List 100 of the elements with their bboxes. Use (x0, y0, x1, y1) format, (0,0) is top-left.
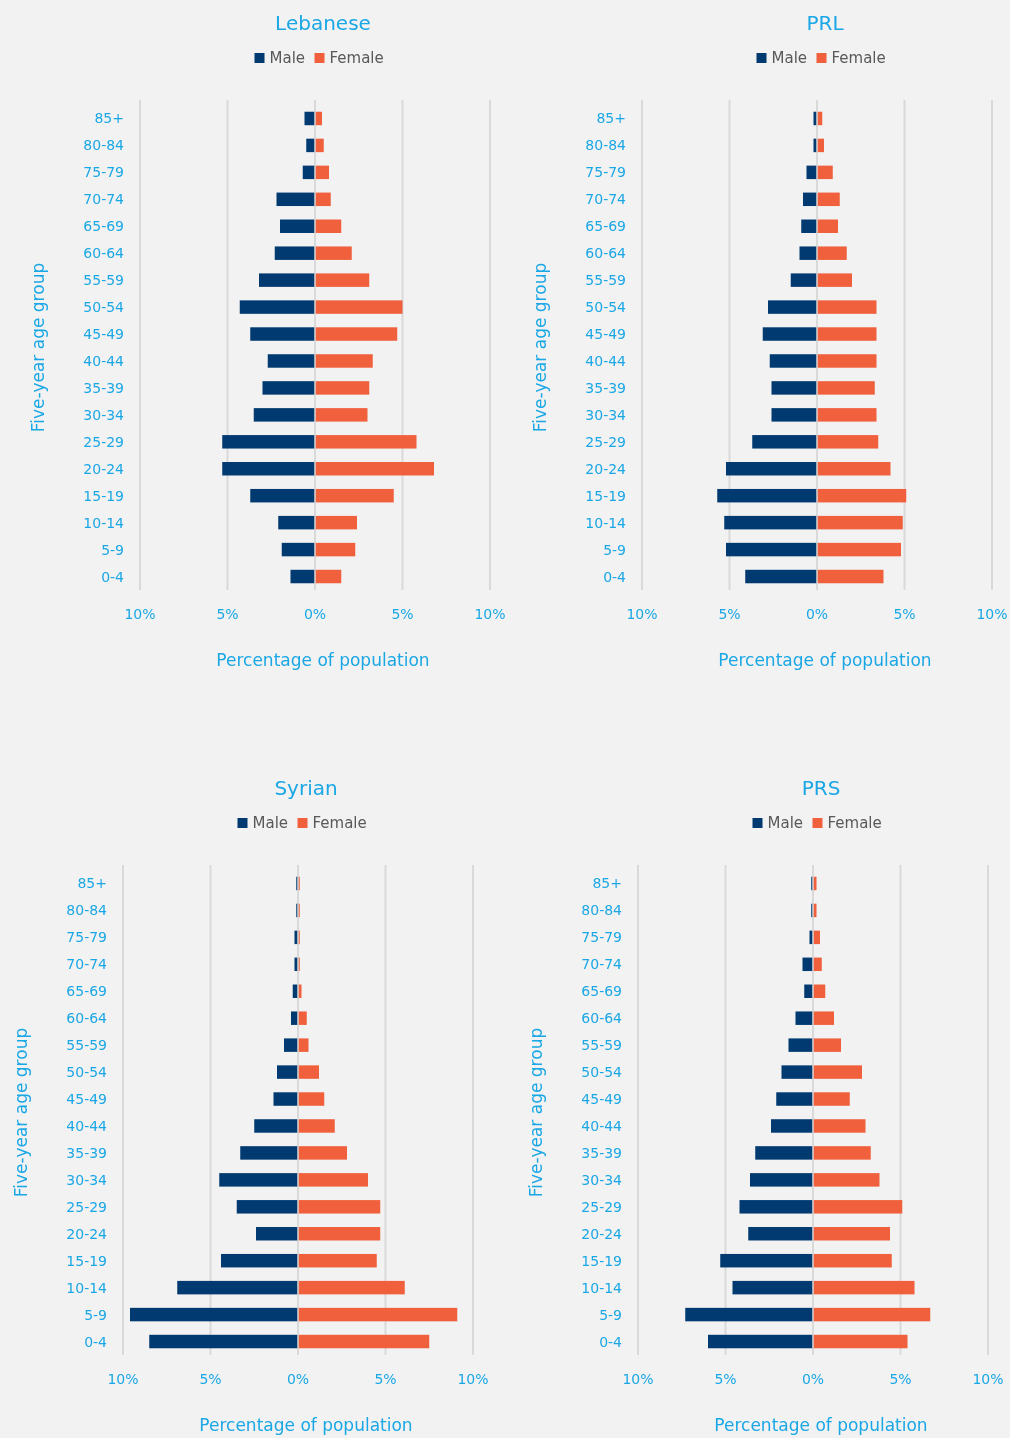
chart-title: Syrian (274, 776, 338, 800)
y-tick-label: 10-14 (83, 514, 125, 531)
chart-title: PRS (801, 776, 841, 800)
y-tick-label: 25-29 (83, 433, 124, 450)
x-tick-label: 10% (107, 1371, 139, 1387)
x-tick-label: 5% (374, 1371, 397, 1387)
y-tick-label: 75-79 (66, 929, 107, 946)
y-tick-label: 50-54 (83, 299, 125, 316)
y-tick-label: 40-44 (83, 352, 125, 369)
y-axis-title: Five-year age group (28, 262, 48, 433)
legend-label: Male (269, 49, 306, 67)
x-tick-label: 10% (474, 606, 506, 622)
x-tick-label: 0% (286, 1371, 310, 1387)
y-tick-label: 45-49 (83, 326, 124, 343)
y-tick-label: 70-74 (83, 191, 125, 208)
y-tick-label: 30-34 (83, 406, 125, 423)
y-tick-label: 80-84 (585, 137, 627, 154)
x-tick-label: 10% (124, 606, 156, 622)
legend-label: Male (767, 814, 804, 832)
y-tick-label: 0-4 (84, 1333, 108, 1350)
y-tick-label: 5-9 (599, 1306, 622, 1323)
x-tick-label: 0% (303, 606, 327, 622)
y-axis-title: Five-year age group (530, 262, 550, 433)
x-tick-label: 5% (893, 606, 916, 622)
y-tick-label: 55-59 (585, 272, 626, 289)
x-tick-label: 10% (622, 1371, 654, 1387)
x-tick-label: 5% (889, 1371, 912, 1387)
y-axis-title: Five-year age group (11, 1027, 31, 1198)
x-tick-label: 10% (457, 1371, 489, 1387)
y-tick-label: 10-14 (585, 514, 627, 531)
y-tick-label: 45-49 (66, 1091, 107, 1108)
y-tick-label: 10-14 (581, 1279, 623, 1296)
y-tick-label: 30-34 (585, 406, 627, 423)
y-tick-label: 55-59 (83, 272, 124, 289)
y-tick-label: 10-14 (66, 1279, 108, 1296)
y-tick-label: 5-9 (603, 541, 626, 558)
y-tick-label: 85+ (77, 875, 107, 892)
y-tick-label: 75-79 (581, 929, 622, 946)
y-tick-label: 35-39 (83, 379, 124, 396)
y-tick-label: 5-9 (84, 1306, 107, 1323)
x-axis-title: Percentage of population (199, 1415, 413, 1435)
x-tick-label: 5% (199, 1371, 222, 1387)
y-tick-label: 60-64 (585, 245, 627, 262)
legend-label: Female (312, 814, 367, 832)
x-tick-label: 5% (718, 606, 741, 622)
chart-title: Lebanese (275, 11, 371, 35)
y-tick-label: 65-69 (83, 218, 124, 235)
y-tick-label: 75-79 (585, 164, 626, 181)
y-tick-label: 85+ (596, 110, 626, 127)
x-axis-title: Percentage of population (718, 650, 932, 670)
y-tick-label: 80-84 (581, 902, 623, 919)
y-tick-label: 80-84 (66, 902, 108, 919)
y-tick-label: 25-29 (66, 1198, 107, 1215)
x-tick-label: 5% (714, 1371, 737, 1387)
x-tick-label: 0% (805, 606, 829, 622)
y-tick-label: 70-74 (585, 191, 627, 208)
y-tick-label: 40-44 (581, 1117, 623, 1134)
y-tick-label: 20-24 (83, 460, 125, 477)
y-tick-label: 45-49 (585, 326, 626, 343)
y-tick-label: 85+ (94, 110, 124, 127)
legend-label: Male (771, 49, 808, 67)
y-tick-label: 60-64 (83, 245, 125, 262)
y-tick-label: 15-19 (66, 1252, 107, 1269)
y-tick-label: 55-59 (66, 1037, 107, 1054)
y-tick-label: 50-54 (581, 1064, 623, 1081)
y-tick-label: 65-69 (66, 983, 107, 1000)
y-tick-label: 25-29 (585, 433, 626, 450)
y-tick-label: 65-69 (581, 983, 622, 1000)
x-axis-title: Percentage of population (714, 1415, 928, 1435)
x-tick-label: 0% (801, 1371, 825, 1387)
y-tick-label: 30-34 (581, 1171, 623, 1188)
y-tick-label: 20-24 (585, 460, 627, 477)
y-axis-title: Five-year age group (526, 1027, 546, 1198)
y-tick-label: 35-39 (66, 1144, 107, 1161)
y-tick-label: 15-19 (83, 487, 124, 504)
y-tick-label: 30-34 (66, 1171, 108, 1188)
y-tick-label: 50-54 (66, 1064, 108, 1081)
y-tick-label: 70-74 (581, 956, 623, 973)
y-tick-label: 75-79 (83, 164, 124, 181)
x-tick-label: 10% (626, 606, 658, 622)
y-tick-label: 60-64 (581, 1010, 623, 1027)
y-tick-label: 15-19 (581, 1252, 622, 1269)
y-tick-label: 40-44 (66, 1117, 108, 1134)
y-tick-label: 65-69 (585, 218, 626, 235)
y-tick-label: 15-19 (585, 487, 626, 504)
y-tick-label: 0-4 (101, 568, 125, 585)
y-tick-label: 0-4 (599, 1333, 623, 1350)
x-tick-label: 5% (216, 606, 239, 622)
legend-label: Female (329, 49, 384, 67)
y-tick-label: 25-29 (581, 1198, 622, 1215)
y-tick-label: 45-49 (581, 1091, 622, 1108)
x-tick-label: 10% (976, 606, 1008, 622)
legend-label: Female (831, 49, 886, 67)
chart-title: PRL (806, 11, 845, 35)
y-tick-label: 20-24 (66, 1225, 108, 1242)
y-tick-label: 5-9 (101, 541, 124, 558)
x-tick-label: 10% (972, 1371, 1004, 1387)
y-tick-label: 20-24 (581, 1225, 623, 1242)
y-tick-label: 55-59 (581, 1037, 622, 1054)
y-tick-label: 35-39 (585, 379, 626, 396)
